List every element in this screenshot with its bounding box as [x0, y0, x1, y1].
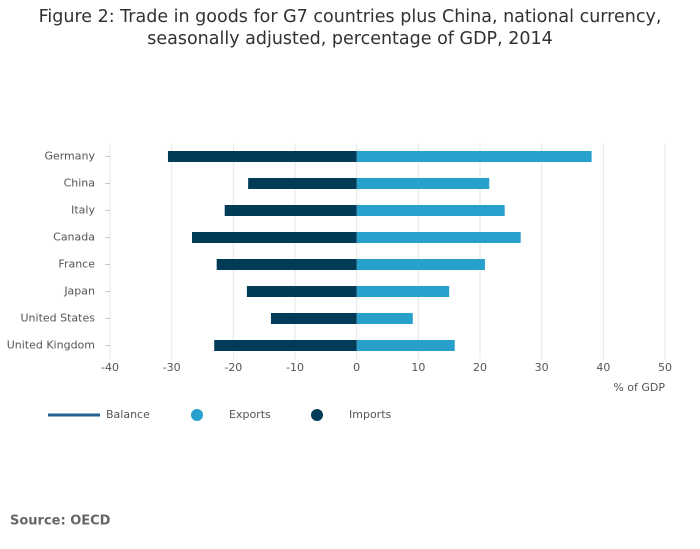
- y-tick-label: Italy: [71, 204, 95, 217]
- x-tick-label: 50: [658, 361, 672, 374]
- x-tick-label: -40: [101, 361, 119, 374]
- legend-label: Exports: [229, 408, 271, 421]
- bar: [356, 286, 450, 297]
- bar: [356, 340, 455, 351]
- y-tick-label: Canada: [53, 231, 95, 244]
- bar: [248, 178, 357, 189]
- y-tick-label: China: [64, 177, 95, 190]
- x-tick-label: 30: [535, 361, 549, 374]
- bar: [246, 286, 357, 297]
- x-tick-label: 40: [596, 361, 610, 374]
- bar: [224, 205, 357, 216]
- bar: [356, 205, 505, 216]
- x-tick-label: -30: [163, 361, 181, 374]
- y-tick-label: Japan: [63, 285, 95, 298]
- bar: [356, 232, 521, 243]
- y-tick-label: United Kingdom: [7, 339, 95, 352]
- legend-swatch: [191, 409, 203, 421]
- chart-title: Figure 2: Trade in goods for G7 countrie…: [38, 7, 662, 49]
- legend-swatch: [311, 409, 323, 421]
- source: Source: OECD: [10, 514, 111, 529]
- bar: [192, 232, 357, 243]
- x-tick-label: -10: [286, 361, 304, 374]
- bar: [167, 151, 357, 162]
- bar: [214, 340, 357, 351]
- y-tick-label: United States: [21, 312, 96, 325]
- bar: [356, 313, 413, 324]
- bar: [356, 151, 592, 162]
- bar: [270, 313, 357, 324]
- x-tick-label: 20: [473, 361, 487, 374]
- bar: [356, 178, 490, 189]
- bar: [216, 259, 357, 270]
- bar: [356, 259, 485, 270]
- x-axis-label: % of GDP: [613, 381, 665, 394]
- y-tick-label: France: [58, 258, 95, 271]
- legend-label: Imports: [349, 408, 392, 421]
- x-tick-label: -20: [224, 361, 242, 374]
- x-tick-label: 0: [353, 361, 360, 374]
- legend-label: Balance: [106, 408, 150, 421]
- x-tick-label: 10: [411, 361, 425, 374]
- y-tick-label: Germany: [44, 150, 95, 163]
